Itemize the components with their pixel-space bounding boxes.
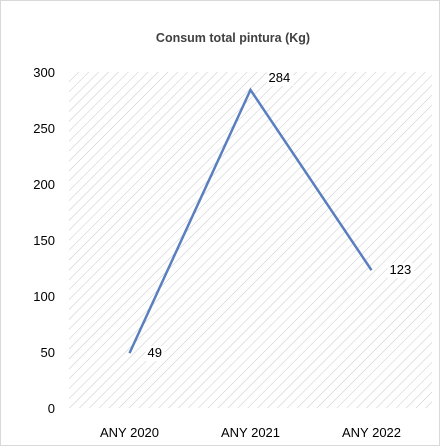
x-axis: ANY 2020 ANY 2021 ANY 2022 (100, 425, 401, 440)
y-tick-label: 250 (33, 121, 55, 136)
y-tick-label: 0 (48, 401, 55, 416)
series-line (128, 87, 373, 354)
data-label: 284 (269, 70, 291, 85)
plot-area (69, 72, 432, 408)
data-label-background (145, 346, 165, 362)
data-label-background (266, 70, 294, 86)
y-tick-label: 200 (33, 177, 55, 192)
y-tick-label: 150 (33, 233, 55, 248)
series-layer (128, 87, 373, 354)
x-category-label: ANY 2020 (100, 425, 159, 440)
x-category-label: ANY 2022 (342, 425, 401, 440)
y-tick-label: 100 (33, 289, 55, 304)
x-category-label: ANY 2021 (221, 425, 280, 440)
data-label: 123 (390, 262, 412, 277)
data-label-background (387, 263, 415, 279)
data-labels: 49 284 123 (145, 70, 415, 362)
y-axis: 0 50 100 150 200 250 300 (33, 65, 55, 416)
chart-title: Consum total pintura (Kg) (156, 31, 310, 45)
y-tick-label: 50 (41, 345, 55, 360)
data-label: 49 (148, 345, 162, 360)
y-tick-label: 300 (33, 65, 55, 80)
